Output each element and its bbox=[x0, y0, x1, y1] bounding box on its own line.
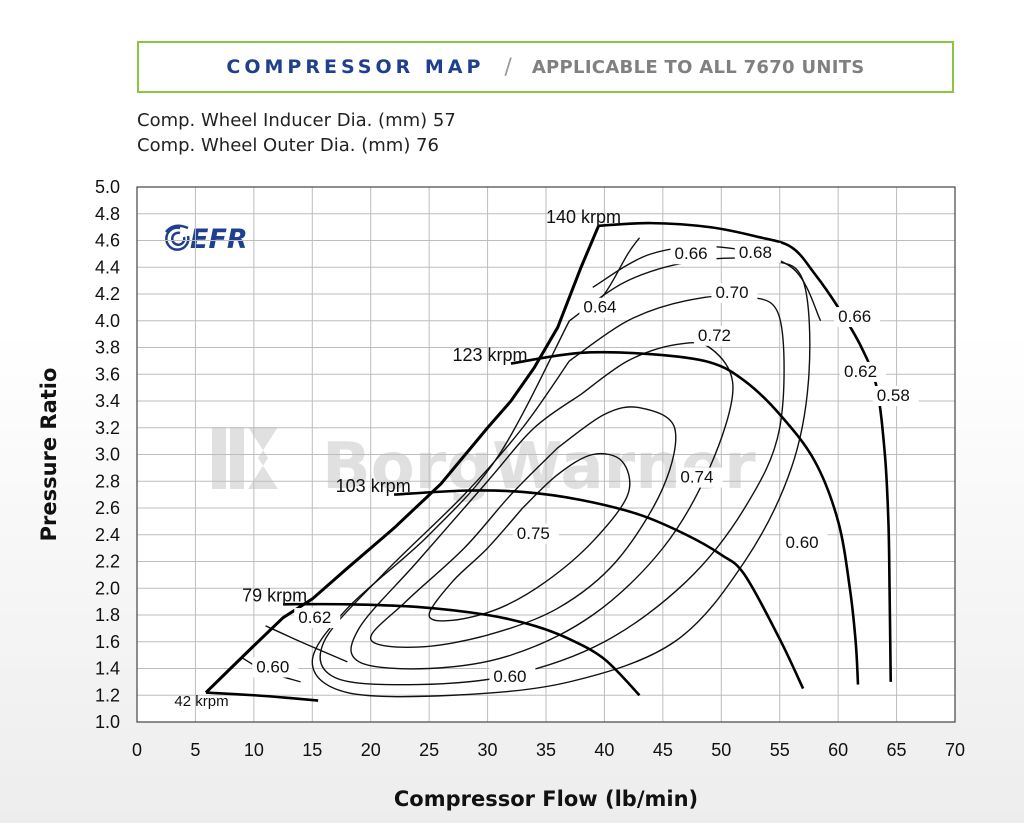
y-tick-label: 2.4 bbox=[95, 525, 120, 545]
speed-label: 123 krpm bbox=[453, 345, 528, 365]
y-axis-title: Pressure Ratio bbox=[37, 368, 61, 542]
surge-line bbox=[204, 225, 600, 694]
annotation-bg bbox=[734, 242, 781, 263]
annotation-bg bbox=[676, 467, 723, 488]
y-tick-label: 1.2 bbox=[95, 685, 120, 705]
x-tick-label: 55 bbox=[770, 740, 790, 760]
annotation-bg bbox=[579, 297, 626, 318]
efficiency-line-074 bbox=[370, 406, 677, 648]
efficiency-line-066 bbox=[592, 245, 822, 322]
y-tick-label: 1.6 bbox=[95, 632, 120, 652]
x-tick-label: 45 bbox=[653, 740, 673, 760]
y-tick-label: 3.6 bbox=[95, 364, 120, 384]
efficiency-label: 0.66 bbox=[675, 244, 708, 263]
efficiency-label: 0.72 bbox=[698, 326, 731, 345]
x-axis-title: Compressor Flow (lb/min) bbox=[394, 787, 698, 811]
annotation-bg bbox=[711, 283, 758, 304]
speed-label: 42 krpm bbox=[174, 693, 228, 710]
annotation-bg bbox=[781, 533, 828, 554]
y-tick-label: 3.2 bbox=[95, 418, 120, 438]
efficiency-label: 0.62 bbox=[298, 608, 331, 627]
y-tick-label: 3.8 bbox=[95, 338, 120, 358]
speed-label: 140 krpm bbox=[546, 207, 621, 227]
x-tick-label: 5 bbox=[190, 740, 200, 760]
speed-line-103-krpm bbox=[394, 489, 805, 690]
y-tick-label: 3.4 bbox=[95, 391, 120, 411]
efficiency-label: 0.68 bbox=[739, 243, 772, 262]
borgwarner-logo-icon bbox=[212, 427, 278, 489]
speed-label: 79 krpm bbox=[242, 586, 307, 606]
annotation-bg bbox=[670, 244, 717, 265]
speed-line-123-krpm bbox=[510, 350, 860, 685]
speed-line-79-krpm bbox=[283, 602, 641, 697]
y-tick-label: 4.6 bbox=[95, 231, 120, 251]
spec-outer: Comp. Wheel Outer Dia. (mm) 76 bbox=[137, 135, 439, 156]
y-tick-label: 2.6 bbox=[95, 498, 120, 518]
efficiency-label: 0.75 bbox=[517, 524, 550, 543]
efficiency-label: 0.60 bbox=[256, 658, 289, 677]
y-tick-label: 1.8 bbox=[95, 605, 120, 625]
x-axis: 0 5 10 15 20 25 30 35 40 45 50 55 60 65 70 bbox=[132, 740, 965, 760]
efficiency-label: 0.70 bbox=[715, 283, 748, 302]
annotation-bg bbox=[834, 307, 881, 328]
annotation-bg bbox=[512, 523, 559, 544]
efficiency-label: 0.62 bbox=[844, 362, 877, 381]
y-tick-label: 4.0 bbox=[95, 311, 120, 331]
x-tick-label: 70 bbox=[945, 740, 965, 760]
x-tick-label: 40 bbox=[594, 740, 614, 760]
annotation-bg bbox=[872, 386, 919, 406]
x-tick-label: 20 bbox=[361, 740, 381, 760]
efficiency-label: 0.74 bbox=[680, 468, 713, 487]
annotation-bg bbox=[252, 657, 299, 678]
annotations: 140 krpm 123 krpm 103 krpm 79 krpm 42 krpm 0.… bbox=[174, 207, 919, 710]
efficiency-label: 0.60 bbox=[786, 533, 819, 552]
efficiency-line-075 bbox=[428, 452, 631, 622]
banner-subtitle: APPLICABLE TO ALL 7670 UNITS bbox=[531, 56, 865, 78]
x-tick-label: 10 bbox=[244, 740, 264, 760]
banner-separator: / bbox=[504, 54, 512, 80]
plot-frame bbox=[136, 186, 956, 723]
efficiency-label: 0.64 bbox=[583, 298, 616, 317]
y-tick-label: 2.8 bbox=[95, 471, 120, 491]
annotation-bg bbox=[294, 608, 341, 629]
annotation-bg bbox=[693, 325, 740, 346]
grid bbox=[136, 186, 956, 723]
annotation-bg bbox=[489, 666, 536, 687]
y-tick-label: 1.0 bbox=[95, 712, 120, 732]
y-tick-label: 1.4 bbox=[95, 659, 120, 679]
banner: COMPRESSOR MAP / APPLICABLE TO ALL 7670 … bbox=[137, 41, 954, 93]
x-tick-label: 25 bbox=[419, 740, 439, 760]
x-tick-label: 30 bbox=[478, 740, 498, 760]
speed-line-42-krpm bbox=[205, 691, 319, 702]
y-tick-label: 4.2 bbox=[95, 284, 120, 304]
y-tick-label: 2.0 bbox=[95, 578, 120, 598]
y-tick-label: 3.0 bbox=[95, 445, 120, 465]
efr-logo-text: EFR bbox=[190, 224, 248, 255]
x-tick-label: 0 bbox=[132, 740, 142, 760]
x-tick-label: 65 bbox=[887, 740, 907, 760]
y-tick-label: 4.4 bbox=[95, 257, 120, 277]
y-tick-label: 4.8 bbox=[95, 204, 120, 224]
speed-label: 103 krpm bbox=[336, 476, 411, 496]
y-axis: 1.0 1.2 1.4 1.6 1.8 2.0 2.2 2.4 2.6 2.8 3.0 3.2 3.4 3… bbox=[95, 177, 120, 732]
efficiency-label: 0.58 bbox=[877, 386, 910, 405]
annotation-bg bbox=[839, 361, 886, 382]
efficiency-label: 0.60 bbox=[493, 667, 526, 686]
x-tick-label: 60 bbox=[828, 740, 848, 760]
spec-inducer: Comp. Wheel Inducer Dia. (mm) 57 bbox=[137, 110, 456, 131]
plot-border bbox=[136, 186, 956, 723]
efficiency-label: 0.66 bbox=[838, 307, 871, 326]
x-tick-label: 50 bbox=[711, 740, 731, 760]
banner-title: COMPRESSOR MAP bbox=[226, 56, 485, 78]
x-tick-label: 15 bbox=[302, 740, 322, 760]
surge-line-path bbox=[204, 225, 600, 694]
x-tick-label: 35 bbox=[536, 740, 556, 760]
y-tick-label: 2.2 bbox=[95, 552, 120, 572]
y-tick-label: 5.0 bbox=[95, 177, 120, 197]
